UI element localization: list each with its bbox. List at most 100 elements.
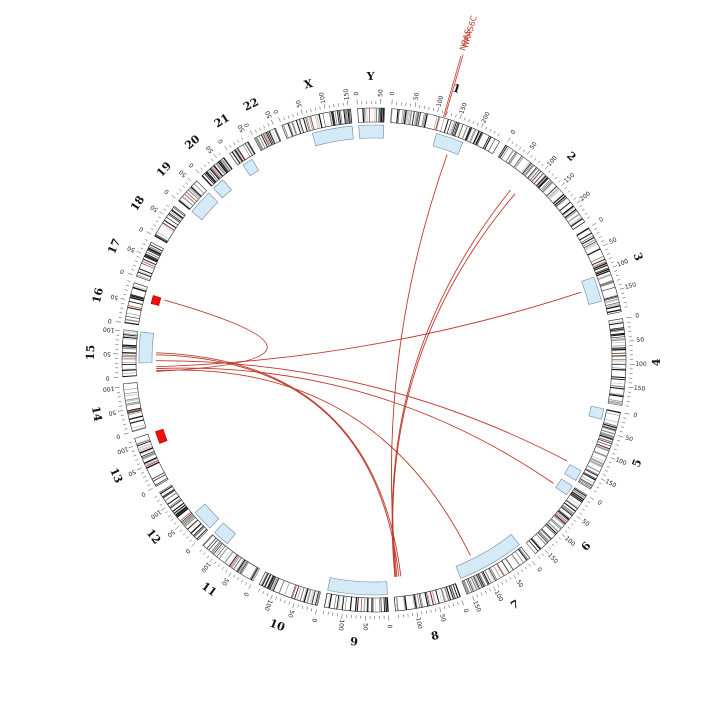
band [501, 560, 510, 573]
centromere [496, 563, 505, 576]
band [136, 274, 151, 280]
band [292, 121, 298, 135]
band [169, 211, 182, 221]
band [189, 187, 201, 198]
tick [485, 126, 488, 130]
band [334, 110, 338, 125]
tick [558, 180, 561, 183]
band [461, 125, 469, 140]
band [403, 109, 407, 125]
band [594, 264, 608, 271]
tick [455, 114, 457, 118]
band [262, 133, 270, 147]
band [602, 424, 617, 429]
band [125, 401, 140, 405]
band [366, 597, 367, 612]
band [423, 113, 428, 128]
band [611, 378, 626, 381]
band [435, 589, 440, 604]
band [563, 207, 575, 217]
band [316, 591, 321, 606]
chromosome-label-5: 5 [630, 457, 645, 469]
band [611, 363, 626, 365]
band [610, 386, 625, 390]
band [239, 561, 248, 574]
band [505, 558, 514, 571]
band [470, 576, 478, 591]
tick-label: 100 [102, 325, 114, 333]
band [450, 121, 456, 135]
band [364, 108, 367, 123]
tick [624, 306, 628, 308]
band [251, 568, 260, 582]
tick [582, 508, 585, 511]
tick [292, 114, 294, 118]
tick [301, 605, 304, 609]
gene-tick [443, 56, 462, 117]
band [145, 253, 159, 261]
band [450, 585, 456, 599]
tick-label: 50 [149, 203, 159, 213]
tick [425, 610, 427, 614]
link-chr16-chr15 [156, 299, 268, 372]
band [609, 327, 624, 330]
band [218, 160, 229, 173]
tick [179, 189, 182, 192]
band [141, 452, 155, 459]
band [537, 532, 548, 544]
band [570, 218, 583, 227]
band [218, 547, 228, 559]
band [139, 447, 154, 454]
tick-label: 0 [635, 312, 640, 320]
tick [148, 488, 153, 492]
band [142, 453, 156, 460]
band [611, 352, 626, 354]
band [395, 596, 399, 611]
tick [558, 537, 561, 540]
tick [123, 423, 127, 425]
band [530, 538, 541, 550]
band [193, 183, 205, 194]
band [142, 259, 156, 266]
bands-chr-4 [608, 320, 626, 406]
band [314, 591, 320, 606]
band [558, 509, 571, 520]
band [537, 176, 548, 188]
band [584, 242, 598, 250]
band [268, 130, 276, 144]
band [602, 425, 617, 431]
band [278, 580, 285, 594]
band [587, 248, 601, 256]
tick-track: 0 50 1001502000501001502000501001500501001… [102, 88, 647, 631]
tick [534, 157, 537, 161]
band [136, 439, 150, 445]
tick [446, 111, 448, 115]
band [144, 458, 158, 465]
band [140, 448, 154, 455]
band [590, 255, 604, 263]
band [545, 524, 556, 536]
band [609, 393, 624, 396]
tick [519, 146, 522, 150]
band [565, 210, 578, 220]
tick [131, 269, 135, 271]
band [345, 109, 349, 124]
tick-label: 0 [633, 412, 638, 420]
tick-label: 100 [149, 508, 163, 520]
tick [155, 220, 159, 223]
band [596, 443, 610, 450]
tick [513, 574, 517, 580]
band [222, 550, 232, 562]
link-chr3-chr15 [156, 291, 582, 368]
band [542, 182, 554, 193]
band [122, 346, 137, 348]
band [606, 304, 620, 308]
tick [254, 129, 257, 133]
band [611, 368, 626, 371]
chromosome-label-4: 4 [650, 358, 663, 366]
tick-label: 50 [108, 408, 117, 416]
links-layer [155, 154, 582, 578]
band [164, 492, 177, 502]
band [124, 321, 139, 325]
tick [414, 102, 416, 108]
